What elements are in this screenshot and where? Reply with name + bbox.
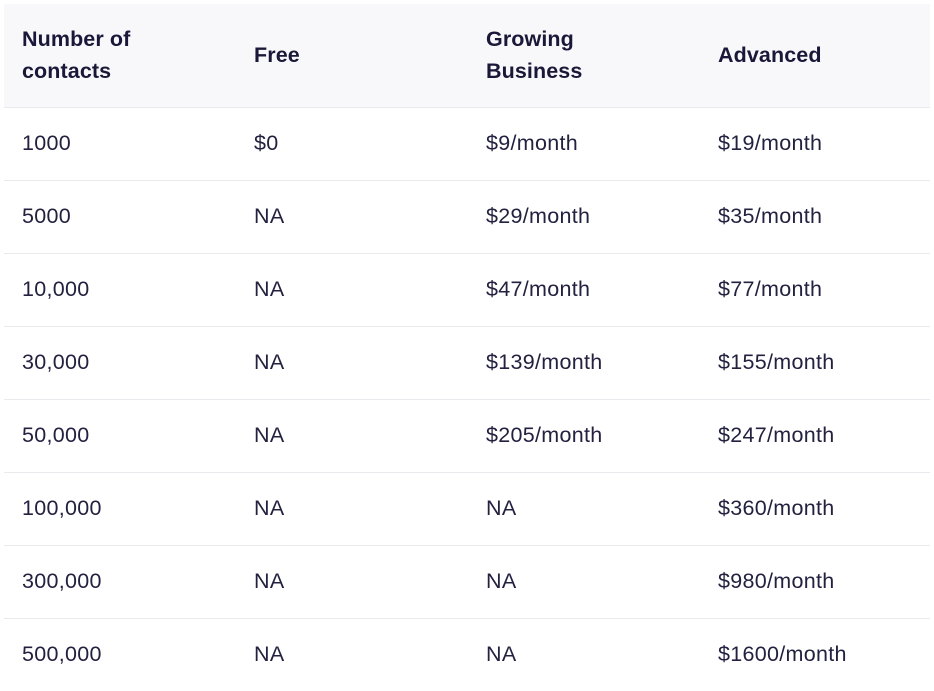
table-row: 10,000 NA $47/month $77/month (4, 253, 930, 326)
cell-contacts: 1000 (22, 131, 72, 155)
cell-growing-business: $9/month (486, 131, 579, 155)
table-row: 100,000 NA NA $360/month (4, 472, 930, 545)
header-free: Free (236, 4, 468, 107)
cell-growing-business: $29/month (486, 204, 591, 228)
cell-free: $0 (254, 131, 279, 155)
header-label: Number of contacts (22, 27, 131, 84)
header-number-of-contacts: Number of contacts (4, 4, 236, 107)
header-growing-business: Growing Business (468, 4, 700, 107)
cell-contacts: 100,000 (22, 496, 102, 520)
cell-free: NA (254, 496, 285, 520)
header-label: Free (254, 43, 300, 68)
cell-advanced: $980/month (718, 569, 835, 593)
cell-advanced: $247/month (718, 423, 835, 447)
table-row: 1000 $0 $9/month $19/month (4, 107, 930, 180)
cell-growing-business: $47/month (486, 277, 591, 301)
header-label: Growing Business (486, 27, 583, 84)
cell-free: NA (254, 642, 285, 667)
cell-growing-business: $205/month (486, 423, 603, 447)
cell-contacts: 5000 (22, 204, 72, 228)
cell-advanced: $1600/month (718, 642, 847, 667)
table-row: 30,000 NA $139/month $155/month (4, 326, 930, 399)
cell-growing-business: NA (486, 642, 517, 667)
header-advanced: Advanced (700, 4, 930, 107)
cell-contacts: 10,000 (22, 277, 90, 301)
cell-free: NA (254, 569, 285, 593)
cell-free: NA (254, 423, 285, 447)
cell-advanced: $360/month (718, 496, 835, 520)
cell-advanced: $77/month (718, 277, 823, 301)
cell-advanced: $19/month (718, 131, 823, 155)
table-body: 1000 $0 $9/month $19/month 5000 NA $29/m… (4, 107, 930, 691)
table-row: 50,000 NA $205/month $247/month (4, 399, 930, 472)
cell-contacts: 50,000 (22, 423, 90, 447)
table-row: 300,000 NA NA $980/month (4, 545, 930, 618)
cell-contacts: 30,000 (22, 350, 90, 374)
cell-growing-business: $139/month (486, 350, 603, 374)
cell-free: NA (254, 204, 285, 228)
cell-contacts: 500,000 (22, 642, 102, 667)
cell-free: NA (254, 277, 285, 301)
table-row: 5000 NA $29/month $35/month (4, 180, 930, 253)
cell-contacts: 300,000 (22, 569, 102, 593)
header-row: Number of contacts Free Growing Business… (4, 4, 930, 107)
table-row: 500,000 NA NA $1600/month (4, 618, 930, 691)
cell-advanced: $35/month (718, 204, 823, 228)
pricing-table-container: Number of contacts Free Growing Business… (4, 4, 930, 691)
cell-advanced: $155/month (718, 350, 835, 374)
cell-growing-business: NA (486, 569, 517, 593)
table-header: Number of contacts Free Growing Business… (4, 4, 930, 107)
cell-growing-business: NA (486, 496, 517, 520)
header-label: Advanced (718, 43, 822, 68)
pricing-table: Number of contacts Free Growing Business… (4, 4, 930, 691)
cell-free: NA (254, 350, 285, 374)
